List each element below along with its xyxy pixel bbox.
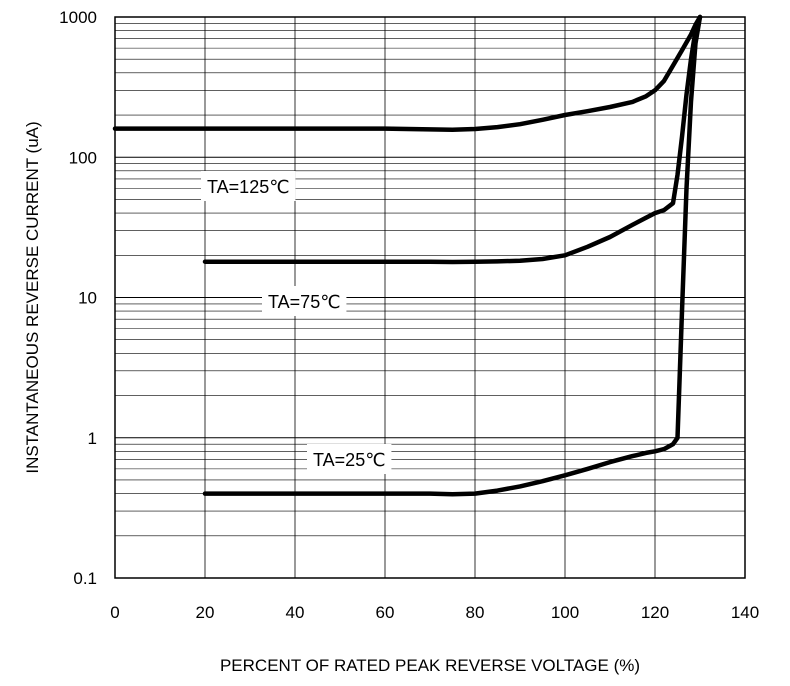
x-tick-label: 100	[551, 603, 579, 622]
curve-label: TA=75℃	[268, 292, 340, 312]
plot-frame	[114, 16, 746, 579]
x-tick-label: 60	[376, 603, 395, 622]
x-tick-label: 40	[286, 603, 305, 622]
x-axis-title: PERCENT OF RATED PEAK REVERSE VOLTAGE (%…	[220, 656, 640, 675]
curve-label-background	[262, 286, 347, 316]
y-axis-title: INSTANTANEOUS REVERSE CURRENT (uA)	[23, 121, 42, 473]
x-tick-label: 20	[196, 603, 215, 622]
series-lines	[112, 14, 703, 497]
x-tick-label: 120	[641, 603, 669, 622]
curve-label: TA=25℃	[313, 450, 385, 470]
x-tick-label: 140	[731, 603, 759, 622]
series-line-2	[202, 14, 703, 497]
x-tick-labels: 0 20 40 60 80 100 120 140	[110, 603, 759, 622]
series-line-1	[202, 14, 703, 265]
curve-label-group: TA=125℃	[201, 171, 296, 201]
curve-label: TA=125℃	[207, 177, 289, 197]
grid	[115, 17, 745, 578]
curve-label-background	[201, 171, 296, 201]
y-tick-label: 1	[88, 429, 97, 448]
y-tick-label: 100	[69, 148, 97, 167]
y-tick-label: 0.1	[73, 569, 97, 588]
curve-label-background	[307, 444, 392, 474]
series-line-0	[112, 14, 703, 133]
y-tick-label: 1000	[59, 8, 97, 27]
y-tick-labels: 0.1 1 10 100 1000	[59, 8, 97, 588]
x-tick-label: 80	[466, 603, 485, 622]
curve-label-group: TA=25℃	[307, 444, 392, 474]
curve-labels: TA=125℃ TA=75℃ TA=25℃	[201, 171, 392, 474]
y-tick-label: 10	[78, 289, 97, 308]
curve-label-group: TA=75℃	[262, 286, 347, 316]
x-tick-label: 0	[110, 603, 119, 622]
